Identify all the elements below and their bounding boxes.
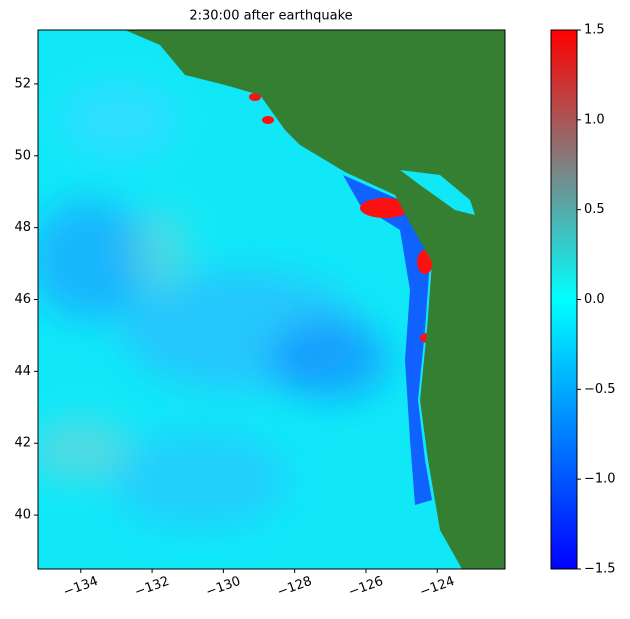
- colorbar-tick-label: 0.0: [584, 292, 605, 307]
- colorbar-tick-label: 0.5: [584, 202, 605, 217]
- colorbar-tick-label: −0.5: [584, 382, 616, 397]
- y-tick-label: 42: [14, 436, 31, 451]
- x-tick-label: −132: [133, 574, 172, 600]
- colorbar: [550, 29, 578, 570]
- land: [125, 30, 505, 569]
- x-tick-label: −126: [347, 574, 386, 600]
- y-tick-label: 40: [14, 508, 31, 523]
- map: [38, 30, 505, 569]
- y-tick-label: 48: [14, 220, 31, 235]
- coastal-trough: [343, 175, 432, 505]
- colorbar-tick-label: 1.5: [584, 23, 605, 38]
- colorbar-tick-label: 1.0: [584, 112, 605, 127]
- x-tick-label: −128: [275, 574, 314, 600]
- y-tick-label: 46: [14, 292, 31, 307]
- x-tick-label: −124: [418, 574, 457, 600]
- y-tick-label: 50: [14, 148, 31, 163]
- chart-title: 2:30:00 after earthquake: [189, 9, 352, 24]
- y-tick-label: 44: [14, 364, 31, 379]
- y-tick-label: 52: [14, 76, 31, 91]
- wave-field: [38, 80, 390, 530]
- strait: [400, 170, 475, 215]
- x-tick-label: −134: [61, 574, 100, 600]
- x-tick-label: −130: [204, 574, 243, 600]
- colorbar-tick-label: −1.5: [584, 562, 616, 577]
- colorbar-tick-label: −1.0: [584, 472, 616, 487]
